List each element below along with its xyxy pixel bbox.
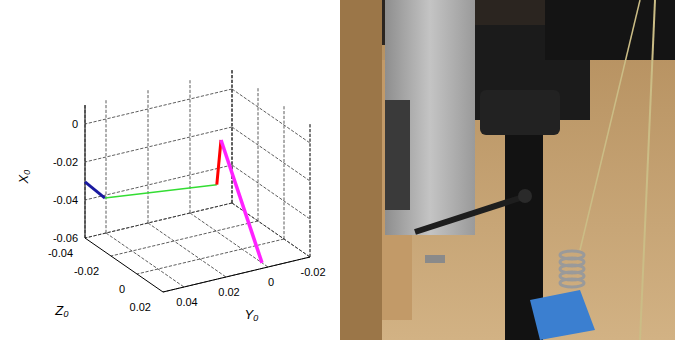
svg-text:-0.04: -0.04 <box>48 247 73 259</box>
svg-text:X₀: X₀ <box>16 169 31 185</box>
svg-text:-0.02: -0.02 <box>300 266 325 278</box>
svg-text:0.04: 0.04 <box>176 296 197 308</box>
svg-text:0: 0 <box>268 276 274 288</box>
svg-text:Y₀: Y₀ <box>244 307 259 322</box>
svg-text:-0.06: -0.06 <box>53 232 78 244</box>
svg-text:0: 0 <box>72 118 78 130</box>
svg-text:0.02: 0.02 <box>218 286 239 298</box>
svg-text:-0.02: -0.02 <box>53 156 78 168</box>
svg-text:0: 0 <box>119 283 125 295</box>
svg-text:Z₀: Z₀ <box>54 303 69 318</box>
svg-text:-0.02: -0.02 <box>74 265 99 277</box>
svg-text:-0.04: -0.04 <box>53 194 78 206</box>
svg-text:0.02: 0.02 <box>130 301 151 313</box>
